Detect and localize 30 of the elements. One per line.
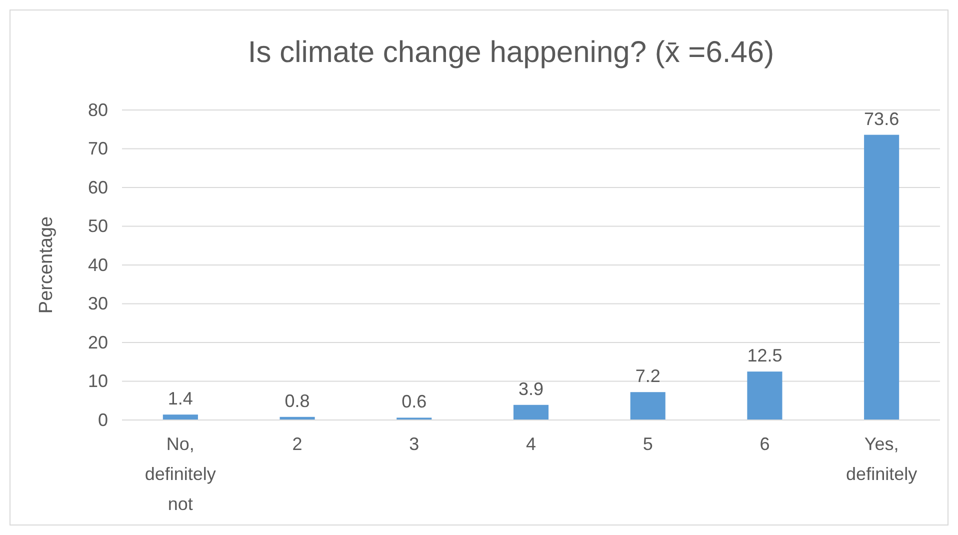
x-tick-label: Yes, definitely: [846, 434, 918, 484]
data-label: 12.5: [747, 346, 782, 366]
x-tick-label: 3: [409, 434, 420, 454]
x-tick-label: No, definitely not: [144, 434, 216, 514]
data-label: 0.6: [402, 392, 427, 412]
y-tick-label: 60: [88, 177, 108, 198]
data-label: 73.6: [864, 108, 900, 129]
y-tick-label: 20: [88, 332, 108, 352]
bar: [864, 134, 900, 420]
bar: [513, 404, 549, 420]
bar: [162, 414, 198, 420]
y-tick-label: 40: [88, 254, 108, 275]
y-tick-label: 10: [88, 371, 108, 392]
chart-title: Is climate change happening? (x̄ =6.46): [248, 36, 774, 69]
x-tick-label: 4: [526, 434, 536, 454]
x-tick-label: 6: [760, 434, 770, 454]
bar: [747, 372, 782, 420]
y-tick-label: 0: [98, 410, 108, 430]
data-label: 1.4: [168, 388, 193, 409]
y-tick-label: 70: [88, 138, 108, 159]
data-label: 0.8: [284, 390, 310, 411]
x-tick-label: 2: [292, 434, 302, 454]
bar: [630, 392, 666, 420]
y-tick-label: 30: [88, 294, 108, 314]
y-tick-label: 50: [88, 216, 108, 236]
data-label: 3.9: [518, 378, 544, 399]
x-tick-label: 5: [642, 434, 653, 454]
y-axis-title: Percentage: [36, 216, 57, 314]
data-label: 7.2: [635, 366, 660, 386]
y-tick-label: 80: [88, 100, 108, 120]
